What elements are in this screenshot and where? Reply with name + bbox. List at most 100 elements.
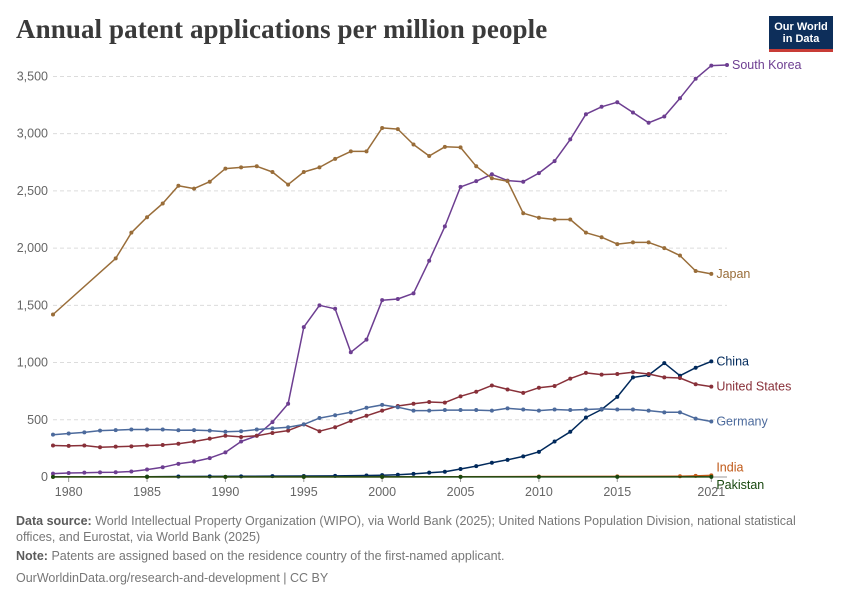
data-point-united-states <box>348 418 353 423</box>
data-point-china <box>427 470 432 475</box>
y-tick-label: 3,000 <box>17 127 48 141</box>
series-label-china: China <box>716 354 749 368</box>
y-tick-label: 1,000 <box>17 356 48 370</box>
data-point-germany <box>301 422 306 427</box>
data-point-japan <box>160 201 165 206</box>
data-point-japan <box>505 179 510 184</box>
x-tick-label: 1995 <box>290 485 318 499</box>
data-point-united-states <box>677 376 682 381</box>
series-label-germany: Germany <box>716 414 768 428</box>
data-point-south-korea <box>66 470 71 475</box>
data-point-china <box>411 471 416 476</box>
series-end-labels: South Korea Japan China United States German… <box>716 58 801 492</box>
x-tick-label: 1980 <box>55 485 83 499</box>
data-point-japan <box>709 271 714 276</box>
data-point-south-korea <box>333 306 338 311</box>
data-point-japan <box>615 242 620 247</box>
data-point-japan <box>662 246 667 251</box>
data-point-south-korea <box>489 172 494 177</box>
y-tick-label: 0 <box>41 470 48 484</box>
data-point-south-korea <box>176 461 181 466</box>
data-point-united-states <box>286 428 291 433</box>
data-point-united-states <box>176 441 181 446</box>
data-point-south-korea <box>192 459 197 464</box>
series-line-china <box>146 360 712 478</box>
data-point-south-korea <box>442 224 447 229</box>
data-point-south-korea <box>380 298 385 303</box>
data-point-pakistan <box>51 474 55 479</box>
x-tick-label: 1985 <box>133 485 161 499</box>
source-text: World Intellectual Property Organization… <box>16 514 796 544</box>
data-point-japan <box>239 165 244 170</box>
data-point-japan <box>442 144 447 149</box>
data-point-germany <box>536 408 541 413</box>
data-point-japan <box>599 235 604 240</box>
data-point-south-korea <box>458 184 463 189</box>
series-label-japan: Japan <box>716 267 750 281</box>
data-point-united-states <box>693 382 698 387</box>
data-point-united-states <box>709 384 714 389</box>
data-point-japan <box>411 142 416 147</box>
data-point-germany <box>270 426 275 431</box>
data-point-pakistan <box>301 474 306 479</box>
x-tick-label: 2015 <box>603 485 631 499</box>
data-source: Data source: World Intellectual Property… <box>16 513 831 545</box>
data-point-united-states <box>505 387 510 392</box>
data-point-south-korea <box>364 337 369 342</box>
data-point-china <box>521 454 526 459</box>
data-point-china <box>458 466 463 471</box>
data-point-south-korea <box>51 471 55 476</box>
data-point-japan <box>207 179 212 184</box>
series-line-south-korea <box>52 64 728 475</box>
data-point-united-states <box>411 401 416 406</box>
source-link[interactable]: OurWorldinData.org/research-and-developm… <box>16 571 329 585</box>
series-label-south-korea: South Korea <box>732 58 802 72</box>
data-point-united-states <box>270 430 275 435</box>
note-label: Note: <box>16 549 48 563</box>
data-point-south-korea <box>677 96 682 101</box>
data-point-united-states <box>160 442 165 447</box>
series-line-japan <box>52 127 712 316</box>
owid-logo[interactable]: Our World in Data <box>769 16 833 52</box>
x-tick-label: 2000 <box>368 485 396 499</box>
data-point-south-korea <box>427 258 432 263</box>
data-point-germany <box>223 429 228 434</box>
data-point-china <box>474 464 479 469</box>
data-point-japan <box>646 240 651 245</box>
data-point-south-korea <box>411 291 416 296</box>
data-point-germany <box>411 408 416 413</box>
data-point-united-states <box>489 383 494 388</box>
data-point-germany <box>176 428 181 433</box>
data-point-germany <box>160 427 165 432</box>
data-point-germany <box>317 416 322 421</box>
series-label-united-states: United States <box>716 380 791 394</box>
data-point-south-korea <box>474 179 479 184</box>
data-point-south-korea <box>270 420 275 425</box>
data-point-united-states <box>129 444 134 449</box>
data-point-germany <box>66 431 71 436</box>
data-point-south-korea <box>693 76 698 81</box>
data-point-united-states <box>113 444 118 449</box>
data-point-japan <box>458 145 463 150</box>
data-point-south-korea <box>568 137 573 142</box>
data-point-japan <box>364 149 369 154</box>
data-point-united-states <box>145 443 150 448</box>
chart-note: Note: Patents are assigned based on the … <box>16 548 831 564</box>
data-point-japan <box>693 269 698 273</box>
data-point-japan <box>145 215 150 220</box>
data-point-japan <box>270 170 275 175</box>
data-point-germany <box>474 408 479 413</box>
x-tick-label: 2005 <box>447 485 475 499</box>
data-point-pakistan <box>380 474 385 479</box>
data-point-united-states <box>568 376 573 381</box>
data-point-united-states <box>82 443 87 448</box>
data-point-united-states <box>333 425 338 430</box>
data-point-china <box>693 365 698 370</box>
data-point-pakistan <box>709 474 714 479</box>
data-point-germany <box>333 413 338 418</box>
data-point-germany <box>286 425 291 430</box>
data-point-pakistan <box>615 474 620 479</box>
data-point-germany <box>552 407 557 412</box>
data-point-china <box>615 394 620 399</box>
data-point-south-korea <box>536 171 541 176</box>
